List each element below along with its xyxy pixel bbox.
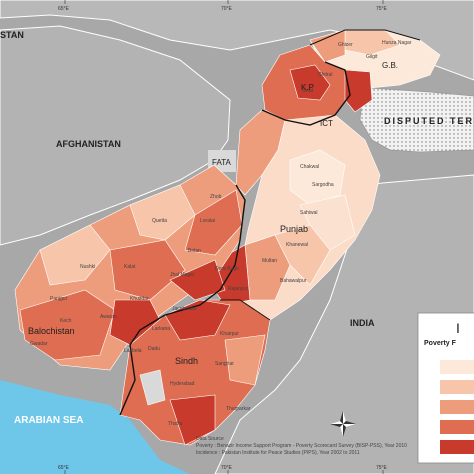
svg-text:Nushki: Nushki bbox=[80, 264, 95, 270]
svg-text:Hyderabad: Hyderabad bbox=[170, 381, 195, 387]
compass-rose-icon bbox=[330, 411, 356, 437]
svg-text:Sanghar: Sanghar bbox=[215, 361, 234, 367]
legend: I Poverty F bbox=[417, 312, 474, 464]
svg-text:Jhal Magsi: Jhal Magsi bbox=[170, 272, 194, 278]
svg-text:Thatta: Thatta bbox=[168, 421, 182, 427]
svg-text:Incidence : Pakistan Institute: Incidence : Pakistan Institute for Peace… bbox=[196, 450, 360, 456]
punjab-district-1 bbox=[289, 149, 346, 206]
svg-text:70°E: 70°E bbox=[221, 465, 233, 471]
svg-text:Chakwal: Chakwal bbox=[300, 164, 319, 170]
svg-text:Quetta: Quetta bbox=[152, 218, 167, 224]
svg-text:Loralai: Loralai bbox=[200, 218, 215, 224]
svg-text:65°E: 65°E bbox=[58, 6, 70, 12]
disputed-territory bbox=[359, 87, 474, 153]
svg-text:Kech: Kech bbox=[60, 318, 72, 324]
svg-text:Bahawalpur: Bahawalpur bbox=[280, 278, 307, 284]
balochistan-district-sw bbox=[19, 289, 116, 361]
punjab-district-4 bbox=[299, 194, 356, 251]
legend-swatch-1 bbox=[440, 360, 474, 374]
balochistan-district-c bbox=[109, 239, 186, 301]
sea-label: ARABIAN SEA bbox=[14, 415, 83, 426]
svg-text:Jacobabad: Jacobabad bbox=[172, 306, 197, 312]
country-label-north: STAN bbox=[0, 30, 24, 40]
legend-swatch-5 bbox=[440, 440, 474, 454]
svg-text:75°E: 75°E bbox=[376, 465, 388, 471]
legend-swatch-4 bbox=[440, 420, 474, 434]
legend-swatch-3 bbox=[440, 400, 474, 414]
region-label-balochistan: Balochistan bbox=[28, 326, 75, 336]
province-boundary-punjab-west bbox=[164, 184, 246, 316]
kp-district-core bbox=[289, 64, 331, 101]
punjab-district-3 bbox=[274, 224, 331, 286]
district-labels: Hunza Nagar Ghizer Chitral Gilgit Swat C… bbox=[30, 40, 412, 427]
gb-district-west bbox=[309, 29, 346, 63]
bottom-graticule: 65°E 70°E 75°E bbox=[58, 465, 388, 474]
kashmir-red bbox=[344, 69, 373, 113]
legend-title: I bbox=[456, 320, 460, 336]
legend-subtitle: Poverty F bbox=[424, 340, 457, 347]
svg-text:Gwadar: Gwadar bbox=[30, 341, 48, 347]
svg-text:Dadu: Dadu bbox=[148, 346, 160, 352]
country-label-afghanistan: AFGHANISTAN bbox=[56, 139, 121, 149]
india-area bbox=[214, 174, 474, 474]
svg-text:Multan: Multan bbox=[262, 258, 277, 264]
province-boundary-gb bbox=[309, 29, 421, 46]
svg-text:Ghizer: Ghizer bbox=[338, 42, 353, 48]
balochistan-district-n bbox=[129, 184, 196, 241]
svg-text:Khanewal: Khanewal bbox=[286, 242, 308, 248]
sindh-district-karachi bbox=[139, 369, 166, 406]
svg-text:Panjgur: Panjgur bbox=[50, 296, 68, 302]
region-label-punjab: Punjab bbox=[280, 224, 308, 234]
country-label-india: INDIA bbox=[350, 318, 375, 328]
svg-text:Poverty : Benazir Income Suppo: Poverty : Benazir Income Support Program… bbox=[196, 443, 407, 449]
region-label-sindh: Sindh bbox=[175, 356, 198, 366]
arabian-sea bbox=[0, 380, 190, 474]
svg-text:Sahiwal: Sahiwal bbox=[300, 210, 318, 216]
sindh-district-s bbox=[169, 394, 216, 446]
balochistan-district-se bbox=[169, 259, 226, 301]
svg-text:Rajanpur: Rajanpur bbox=[228, 286, 249, 292]
province-boundary-kp bbox=[261, 61, 351, 126]
svg-text:Tharparkar: Tharparkar bbox=[226, 406, 251, 412]
svg-text:Hunza Nagar: Hunza Nagar bbox=[382, 40, 412, 46]
svg-text:Chitral: Chitral bbox=[318, 72, 332, 78]
sindh-district-e bbox=[224, 334, 266, 386]
svg-text:Khairpur: Khairpur bbox=[220, 331, 239, 337]
svg-text:Zhob: Zhob bbox=[210, 194, 222, 200]
svg-text:65°E: 65°E bbox=[58, 465, 70, 471]
legend-swatch-2 bbox=[440, 380, 474, 394]
balochistan-district-e bbox=[184, 189, 243, 256]
svg-text:Gilgit: Gilgit bbox=[366, 54, 378, 60]
top-graticule: 65°E 70°E 75°E bbox=[58, 0, 388, 12]
data-source-note: Data Source Poverty : Benazir Income Sup… bbox=[196, 436, 407, 456]
disputed-territory-label: DISPUTED TERRITORY bbox=[384, 116, 474, 126]
svg-text:Awaran: Awaran bbox=[100, 314, 117, 320]
svg-text:Khuzdar: Khuzdar bbox=[130, 296, 149, 302]
region-label-gb: G.B. bbox=[382, 61, 398, 70]
svg-text:Data Source: Data Source bbox=[196, 436, 224, 442]
northern-neighbour bbox=[0, 0, 474, 81]
province-boundary-sindh bbox=[119, 314, 166, 416]
province-boundary-east bbox=[220, 299, 271, 321]
svg-text:75°E: 75°E bbox=[376, 6, 388, 12]
region-label-kp: K.P bbox=[301, 83, 314, 92]
svg-text:Sargodha: Sargodha bbox=[312, 182, 334, 188]
svg-text:Larkana: Larkana bbox=[152, 326, 170, 332]
balochistan-district-nw bbox=[39, 224, 111, 286]
svg-text:Lasbela: Lasbela bbox=[124, 348, 142, 354]
svg-text:Swat: Swat bbox=[302, 88, 314, 94]
svg-text:70°E: 70°E bbox=[221, 6, 233, 12]
region-label-fata: FATA bbox=[212, 158, 231, 167]
svg-text:Bolan: Bolan bbox=[188, 248, 201, 254]
svg-text:Kalat: Kalat bbox=[124, 264, 136, 270]
region-label-ict: ICT bbox=[320, 119, 333, 128]
svg-text:Dera Bugti: Dera Bugti bbox=[215, 266, 239, 272]
